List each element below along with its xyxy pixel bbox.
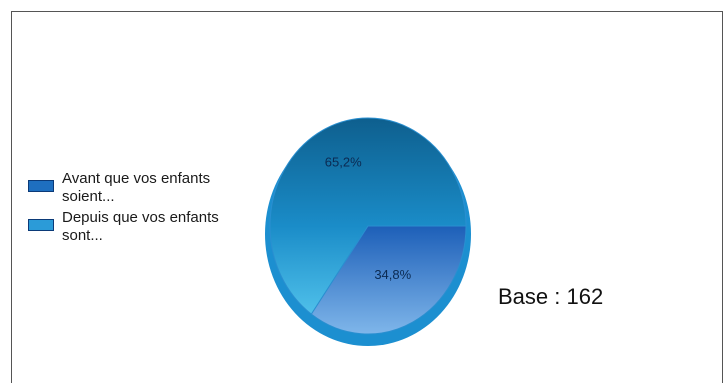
legend-swatch-avant	[28, 180, 54, 192]
legend-item-avant: Avant que vos enfants soient...	[28, 170, 238, 206]
legend-swatch-depuis	[28, 219, 54, 231]
legend: Avant que vos enfants soient... Depuis q…	[28, 170, 238, 248]
base-note: Base : 162	[498, 284, 604, 309]
legend-label-depuis: Depuis que vos enfants sont...	[62, 209, 219, 244]
legend-item-depuis: Depuis que vos enfants sont...	[28, 209, 238, 245]
legend-label-avant: Avant que vos enfants soient...	[62, 170, 211, 205]
chart-frame	[11, 11, 723, 383]
slice-label-depuis: 34,8%	[374, 267, 411, 282]
slice-label-avant: 65,2%	[325, 155, 362, 170]
pie-slice-avant	[269, 117, 467, 315]
pie-slice-depuis	[310, 225, 467, 335]
